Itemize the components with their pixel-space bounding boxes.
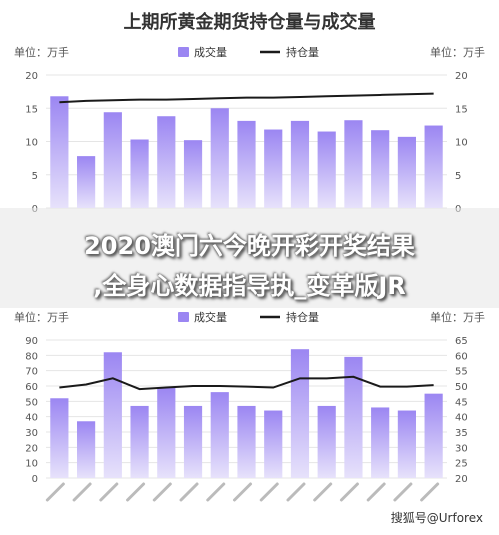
bar-volume: [157, 116, 176, 208]
x-tick-mark: [179, 482, 199, 502]
legend-label-open-interest: 持仓量: [286, 45, 319, 59]
y-tick-left: 80: [25, 351, 38, 362]
x-tick-mark: [152, 482, 172, 502]
watermark: 搜狐号@Urforex: [386, 508, 487, 527]
y-tick-left: 20: [25, 71, 38, 82]
x-tick-mark: [99, 482, 119, 502]
legend-label-volume: 成交量: [194, 45, 227, 59]
bar-volume: [264, 129, 283, 208]
bar-volume: [183, 405, 203, 478]
bar-volume: [424, 393, 443, 478]
y-tick-left: 40: [25, 413, 38, 424]
unit-label-left: 单位：万手: [14, 310, 69, 324]
x-tick-mark: [206, 482, 226, 502]
bar-volume: [50, 398, 69, 478]
y-tick-left: 15: [25, 104, 38, 115]
y-tick-right: 40: [455, 413, 468, 424]
x-tick-mark: [393, 482, 413, 502]
y-tick-right: 10: [455, 138, 468, 149]
overlay-headline-line1: 2020澳门六今晚开彩开奖结果: [84, 232, 415, 260]
bar-volume: [264, 410, 283, 478]
bar-volume: [77, 421, 96, 478]
bar-volume: [130, 405, 149, 478]
y-tick-left: 20: [25, 443, 38, 454]
bar-volume: [77, 156, 96, 208]
bar-volume: [424, 125, 443, 208]
bar-volume: [130, 139, 149, 208]
bar-volume: [317, 405, 336, 478]
y-tick-left: 90: [25, 336, 38, 347]
legend-label-open-interest: 持仓量: [286, 310, 319, 324]
y-tick-left: 60: [25, 382, 38, 393]
y-tick-left: 10: [25, 459, 38, 470]
bar-volume: [157, 387, 176, 478]
bar-volume: [290, 349, 310, 478]
x-tick-mark: [126, 482, 146, 502]
y-tick-right: 30: [455, 443, 468, 454]
x-tick-mark: [286, 482, 306, 502]
bar-volume: [317, 131, 336, 208]
y-tick-right: 20: [455, 474, 468, 485]
y-tick-right: 65: [455, 336, 468, 347]
y-tick-left: 70: [25, 367, 38, 378]
bar-volume: [344, 356, 363, 478]
bar-volume: [183, 140, 203, 208]
y-tick-left: 10: [25, 138, 38, 149]
unit-label-left: 单位：万手: [14, 45, 69, 59]
x-tick-mark: [72, 482, 92, 502]
bar-volume: [210, 108, 229, 208]
y-tick-right: 25: [455, 459, 468, 470]
y-tick-left: 5: [32, 171, 38, 182]
bar-volume: [371, 407, 390, 478]
legend-swatch-volume: [178, 47, 189, 57]
line-open-interest: [59, 92, 434, 104]
unit-label-right: 单位：万手: [430, 45, 485, 59]
bar-volume: [290, 120, 310, 208]
y-tick-left: 30: [25, 428, 38, 439]
x-tick-mark: [313, 482, 333, 502]
bar-volume: [344, 120, 363, 208]
x-tick-mark: [420, 482, 440, 502]
x-tick-mark: [366, 482, 386, 502]
y-tick-right: 55: [455, 367, 468, 378]
bar-volume: [371, 130, 390, 208]
line-open-interest: [59, 375, 434, 391]
page-title: 上期所黄金期货持仓量与成交量: [123, 12, 376, 33]
y-tick-right: 60: [455, 351, 468, 362]
bar-volume: [397, 410, 416, 478]
y-tick-right: 35: [455, 428, 468, 439]
bar-volume: [397, 136, 416, 208]
y-tick-right: 45: [455, 397, 468, 408]
x-tick-mark: [259, 482, 279, 502]
bar-volume: [50, 96, 69, 208]
y-tick-right: 20: [455, 71, 468, 82]
y-tick-left: 0: [32, 474, 38, 485]
legend-swatch-volume: [178, 312, 189, 322]
bar-volume: [237, 405, 256, 478]
y-tick-right: 5: [455, 171, 461, 182]
bar-volume: [237, 120, 256, 208]
overlay-headline-line2: ,全身心数据指导执_变革版JR: [93, 272, 406, 300]
bar-volume: [210, 392, 229, 478]
unit-label-right: 单位：万手: [430, 310, 485, 324]
legend-label-volume: 成交量: [194, 310, 227, 324]
x-tick-mark: [45, 482, 65, 502]
x-tick-mark: [339, 482, 359, 502]
overlay-band: [0, 208, 499, 308]
bar-volume: [103, 112, 122, 208]
bar-volume: [103, 352, 122, 478]
y-tick-right: 15: [455, 104, 468, 115]
y-tick-right: 50: [455, 382, 468, 393]
x-tick-mark: [233, 482, 252, 502]
y-tick-left: 50: [25, 397, 38, 408]
